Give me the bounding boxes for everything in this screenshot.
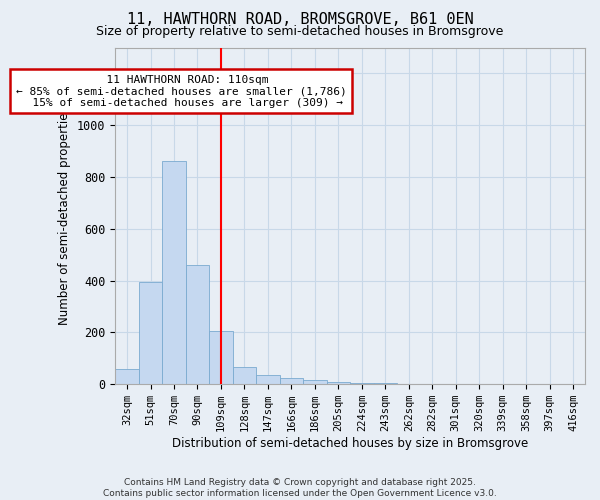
X-axis label: Distribution of semi-detached houses by size in Bromsgrove: Distribution of semi-detached houses by … xyxy=(172,437,528,450)
Text: 11 HAWTHORN ROAD: 110sqm
← 85% of semi-detached houses are smaller (1,786)
  15%: 11 HAWTHORN ROAD: 110sqm ← 85% of semi-d… xyxy=(16,74,346,108)
Bar xyxy=(139,282,162,384)
Bar xyxy=(186,265,209,384)
Text: 11, HAWTHORN ROAD, BROMSGROVE, B61 0EN: 11, HAWTHORN ROAD, BROMSGROVE, B61 0EN xyxy=(127,12,473,28)
Bar xyxy=(115,368,139,384)
Y-axis label: Number of semi-detached properties: Number of semi-detached properties xyxy=(58,106,71,325)
Bar xyxy=(162,162,186,384)
Bar xyxy=(256,375,280,384)
Bar xyxy=(303,380,326,384)
Text: Contains HM Land Registry data © Crown copyright and database right 2025.
Contai: Contains HM Land Registry data © Crown c… xyxy=(103,478,497,498)
Bar xyxy=(350,383,374,384)
Bar xyxy=(209,331,233,384)
Bar xyxy=(233,368,256,384)
Bar xyxy=(374,383,397,384)
Bar xyxy=(326,382,350,384)
Text: Size of property relative to semi-detached houses in Bromsgrove: Size of property relative to semi-detach… xyxy=(97,25,503,38)
Bar xyxy=(280,378,303,384)
